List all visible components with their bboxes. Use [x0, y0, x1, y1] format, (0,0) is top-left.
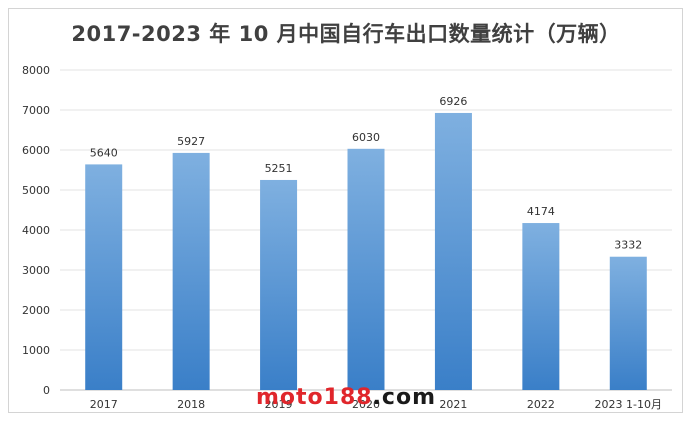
y-tick-label-5: 5000 — [22, 184, 50, 197]
data-label-2020: 6030 — [352, 131, 380, 144]
x-tick-label-6: 2023 1-10月 — [595, 398, 662, 411]
data-label-2023 1-10月: 3332 — [614, 239, 642, 252]
x-tick-label-3: 2020 — [352, 398, 380, 411]
data-label-2017: 5640 — [90, 146, 118, 159]
x-axis-ticks: 2017 2018 2019 2020 2021 2022 2023 1-10月 — [90, 398, 662, 411]
watermark-prefix: moto188 — [255, 385, 373, 410]
y-tick-label-6: 6000 — [22, 144, 50, 157]
y-axis-ticks: 0 1000 2000 3000 4000 5000 6000 7000 8000 — [22, 64, 50, 397]
bar-2023 1-10月 — [609, 256, 647, 390]
bar-2021 — [434, 112, 472, 391]
bar-2019 — [260, 179, 298, 390]
y-tick-label-2: 2000 — [22, 304, 50, 317]
x-tick-label-0: 2017 — [90, 398, 118, 411]
y-tick-label-3: 3000 — [22, 264, 50, 277]
bar-2020 — [347, 148, 385, 390]
x-tick-label-4: 2021 — [439, 398, 467, 411]
chart-title: 2017-2023 年 10 月中国自行车出口数量统计（万辆） — [71, 22, 621, 46]
bars — [85, 112, 647, 391]
y-tick-label-7: 7000 — [22, 104, 50, 117]
watermark: moto188.com — [0, 385, 692, 410]
x-tick-label-5: 2022 — [527, 398, 555, 411]
bar-2017 — [85, 164, 123, 390]
data-label-2019: 5251 — [265, 162, 293, 175]
data-label-2018: 5927 — [177, 135, 205, 148]
bar-2022 — [522, 223, 560, 390]
x-tick-label-2: 2019 — [265, 398, 293, 411]
y-tick-label-4: 4000 — [22, 224, 50, 237]
x-tick-label-1: 2018 — [177, 398, 205, 411]
data-labels: 5640 5927 5251 6030 6926 4174 3332 — [90, 95, 643, 252]
bar-2018 — [172, 152, 210, 390]
y-tick-label-1: 1000 — [22, 344, 50, 357]
data-label-2021: 6926 — [439, 95, 467, 108]
y-tick-label-0: 0 — [43, 384, 50, 397]
data-label-2022: 4174 — [527, 205, 555, 218]
y-tick-label-8: 8000 — [22, 64, 50, 77]
watermark-suffix: .com — [372, 385, 437, 410]
